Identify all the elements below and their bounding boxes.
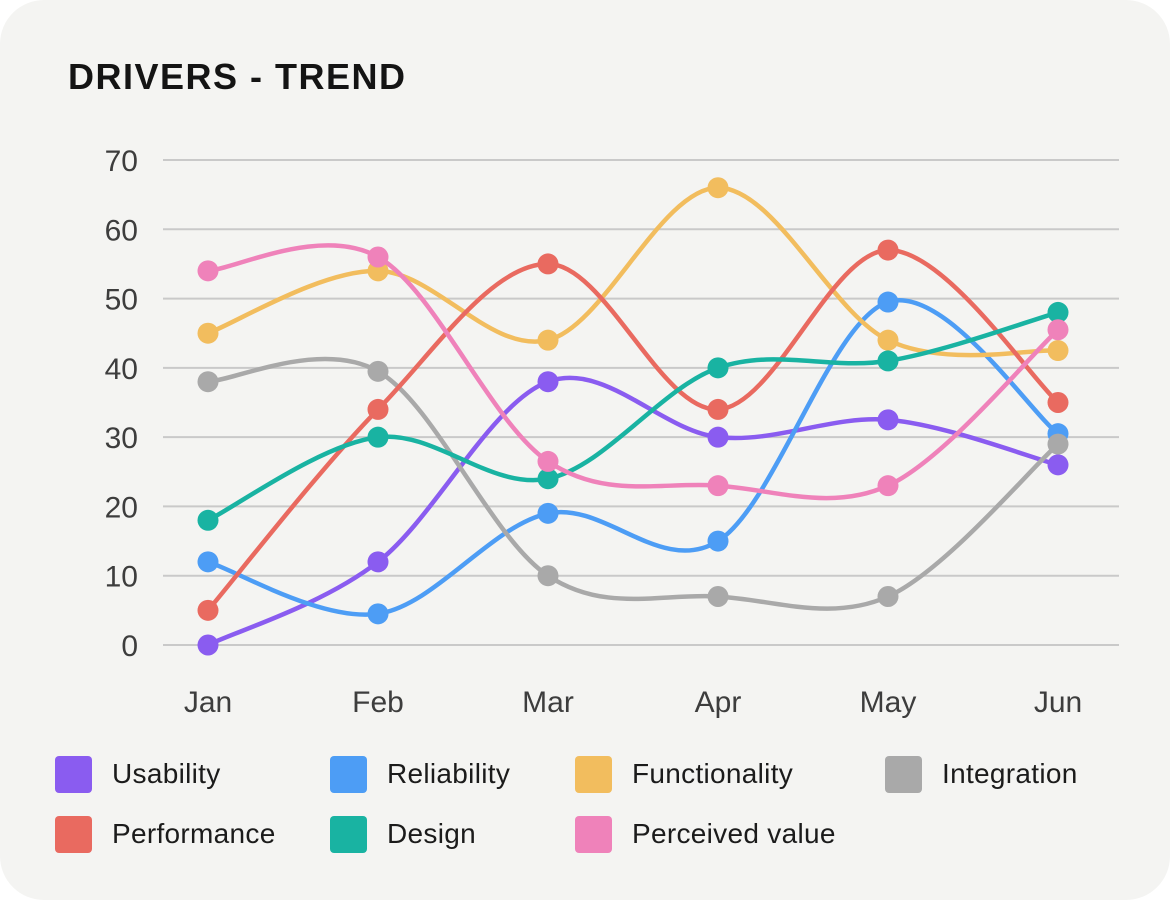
series-dot-performance-jun (1047, 392, 1069, 413)
legend-label-perceived-value: Perceived value (632, 818, 836, 849)
series-dot-functionality-mar (537, 329, 559, 351)
series-dot-integration-jan (197, 371, 219, 393)
legend-label-usability: Usability (112, 758, 221, 789)
legend-item-perceived-value[interactable]: Perceived value (575, 815, 836, 853)
series-dot-perceived-value-jun (1047, 319, 1069, 341)
series-dot-integration-jun (1047, 433, 1069, 455)
y-tick-label-10: 10 (105, 561, 138, 594)
y-tick-label-0: 0 (121, 630, 138, 663)
legend-swatch-usability (55, 755, 92, 793)
x-tick-label-jan: Jan (184, 686, 232, 719)
series-line-functionality (205, 185, 1061, 358)
y-tick-label-60: 60 (105, 214, 138, 247)
series-dot-usability-apr (707, 426, 729, 448)
legend-swatch-perceived-value (575, 815, 612, 853)
series-dot-reliability-apr (707, 530, 729, 552)
series-line-usability (205, 375, 1061, 648)
legend-swatch-reliability (330, 755, 367, 793)
legend-label-performance: Performance (112, 818, 276, 849)
series-dot-design-apr (707, 357, 729, 379)
series-dot-usability-jan (197, 634, 219, 656)
legend-item-usability[interactable]: Usability (55, 755, 221, 793)
x-tick-label-apr: Apr (695, 686, 742, 719)
series-dot-perceived-value-apr (707, 475, 729, 497)
series-line-perceived-value (205, 243, 1061, 501)
series-line-integration (205, 356, 1061, 611)
series-dot-design-jun (1047, 301, 1069, 323)
series-dot-reliability-mar (537, 502, 559, 524)
series-dot-usability-mar (537, 371, 559, 393)
y-tick-label-70: 70 (105, 145, 138, 178)
series-dot-integration-mar (537, 565, 559, 587)
series-dot-performance-mar (537, 253, 559, 275)
series-dot-performance-jan (197, 599, 219, 621)
legend-item-reliability[interactable]: Reliability (330, 755, 510, 793)
y-tick-label-30: 30 (105, 422, 138, 455)
series-dot-functionality-jan (197, 322, 219, 344)
legend-item-design[interactable]: Design (330, 815, 476, 853)
series-dot-perceived-value-feb (367, 246, 389, 268)
legend-item-performance[interactable]: Performance (55, 815, 276, 853)
x-tick-label-jun: Jun (1034, 686, 1082, 719)
series-dot-perceived-value-may (877, 475, 899, 497)
legend-item-functionality[interactable]: Functionality (575, 755, 793, 793)
x-tick-label-feb: Feb (352, 686, 404, 719)
legend-item-integration[interactable]: Integration (885, 755, 1078, 793)
series-dot-performance-feb (367, 398, 389, 420)
series-dot-design-may (877, 350, 899, 372)
series-dot-functionality-apr (707, 177, 729, 199)
series-dot-reliability-jan (197, 551, 219, 573)
series-dot-perceived-value-mar (537, 450, 559, 472)
series-dot-integration-apr (707, 586, 729, 607)
series-dot-usability-jun (1047, 454, 1069, 476)
series-dot-performance-apr (707, 398, 729, 420)
series-dot-perceived-value-jan (197, 260, 219, 282)
series-dot-design-feb (367, 426, 389, 448)
series-dot-usability-feb (367, 551, 389, 573)
series-dot-design-mar (537, 468, 559, 490)
series-dot-functionality-may (877, 329, 899, 351)
legend-swatch-design (330, 815, 367, 853)
series-dot-usability-may (877, 409, 899, 431)
series-dot-functionality-jun (1047, 340, 1069, 362)
series-dot-integration-may (877, 586, 899, 607)
x-tick-label-mar: Mar (522, 686, 574, 719)
series-dot-reliability-may (877, 291, 899, 313)
legend-label-integration: Integration (942, 758, 1078, 789)
series-line-design (205, 310, 1061, 523)
series-dot-reliability-feb (367, 603, 389, 625)
series-line-performance (205, 247, 1061, 613)
legend-label-reliability: Reliability (387, 758, 511, 789)
series-dot-performance-may (877, 239, 899, 261)
series-dot-design-jan (197, 509, 219, 531)
y-tick-label-40: 40 (105, 353, 138, 386)
y-tick-label-20: 20 (105, 491, 138, 524)
series-dot-integration-feb (367, 360, 389, 382)
legend-label-functionality: Functionality (632, 758, 794, 789)
legend-swatch-functionality (575, 755, 612, 793)
y-tick-label-50: 50 (105, 284, 138, 317)
chart-title: DRIVERS - TREND (68, 56, 407, 97)
legend-swatch-performance (55, 815, 92, 853)
legend-label-design: Design (387, 818, 476, 849)
x-tick-label-may: May (860, 686, 917, 719)
legend-swatch-integration (885, 755, 922, 793)
